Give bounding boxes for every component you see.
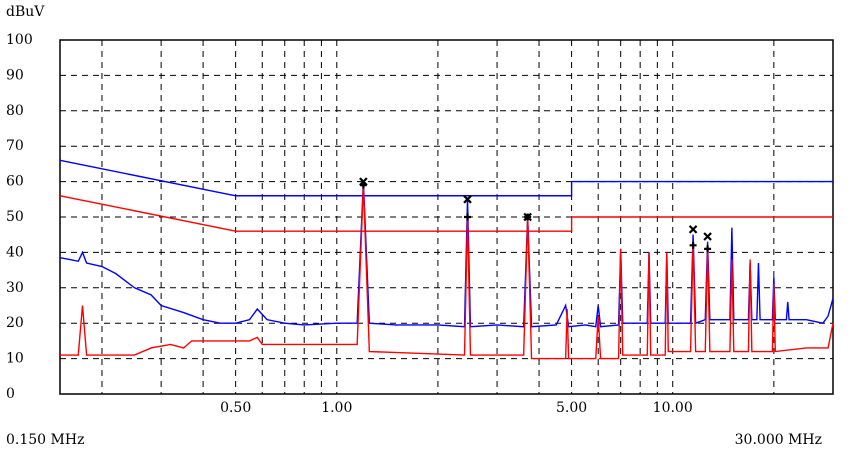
x-tick-label: 0.50 [220,400,251,416]
y-tick-label: 50 [6,209,24,225]
peak-marker [689,241,697,249]
x-tick-label: 1.00 [321,400,352,416]
y-tick-label: 30 [6,280,24,296]
peak-marker [464,213,472,221]
x-tick-label: 5.00 [556,400,587,416]
series-line [59,159,833,197]
y-tick-label: 70 [6,138,24,154]
series-line [60,185,834,360]
peak-marker [688,225,698,234]
peak-marker [524,213,532,221]
x-tick-label: 10.00 [653,400,693,416]
peak-marker [703,232,712,241]
x-end-label: 30.000 MHz [735,432,822,448]
y-axis-label: dBuV [6,4,45,20]
peak-marker [704,245,712,253]
y-tick-label: 0 [6,386,15,402]
x-start-label: 0.150 MHz [6,432,84,448]
y-tick-label: 60 [6,174,24,190]
y-tick-label: 20 [6,315,24,331]
series-line [59,195,833,232]
y-tick-label: 40 [6,244,24,260]
y-tick-label: 90 [6,67,24,83]
series-line [59,181,834,328]
y-tick-label: 100 [6,32,33,48]
y-tick-label: 10 [6,351,24,367]
peak-marker [463,195,472,204]
peak-marker [359,177,368,186]
peak-marker [359,181,367,189]
y-tick-label: 80 [6,103,24,119]
